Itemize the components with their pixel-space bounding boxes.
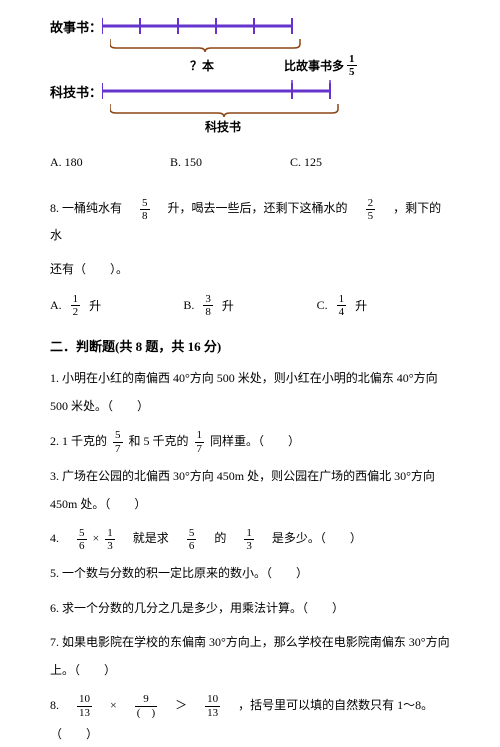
j1-l1: 1. 小明在小红的南偏西 40°方向 500 米处，则小红在小明的北偏东 40°… — [50, 365, 450, 391]
j8: 8. 1013 × 9( ) ＞ 1013 ，括号里可以填的自然数只有 1～8。 — [50, 692, 450, 719]
j4-f4: 13 — [244, 527, 254, 552]
j8-m1: × — [98, 698, 129, 712]
j4-pre: 4. — [50, 531, 71, 545]
j8-l2: （ ） — [50, 721, 450, 747]
q8c-frac: 14 — [337, 293, 347, 318]
q8a-pre: A. — [50, 298, 62, 313]
j4-m1: 就是求 — [121, 531, 181, 545]
q8-opt-c: C. 14 升 — [317, 293, 450, 318]
j1-l2: 500 米处。（ ） — [50, 393, 450, 419]
tech-bottom-label: 科技书 — [205, 118, 450, 135]
j3-l1: 3. 广场在公园的北偏西 30°方向 450m 处，则公园在广场的西偏北 30°… — [50, 463, 450, 489]
j8-f3: 1013 — [205, 693, 220, 718]
j4-times: × — [93, 531, 100, 545]
story-bracket — [110, 39, 340, 53]
j7-l1: 7. 如果电影院在学校的东偏南 30°方向上，那么学校在电影院南偏东 30°方向 — [50, 629, 450, 655]
q8-tb: 升，喝去一些后，还剩下这桶水的 — [168, 201, 348, 215]
j4-f3: 56 — [187, 527, 197, 552]
opt-c: C. 125 — [290, 155, 322, 170]
q8a-post: 升 — [89, 297, 101, 314]
j2: 2. 1 千克的 57 和 5 千克的 17 同样重。（ ） — [50, 428, 450, 455]
diagram-area: 故事书： ？本 比故事书多 1 5 科技书： — [50, 0, 450, 135]
j8-m2: ＞ — [163, 698, 199, 712]
q8-f1: 58 — [140, 197, 150, 222]
j8-f2: 9( ) — [135, 693, 157, 718]
q8a-frac: 12 — [71, 293, 81, 318]
j4-f2: 13 — [105, 527, 115, 552]
j2-mid: 和 5 千克的 — [129, 434, 189, 448]
q8-ta: 8. 一桶纯水有 — [50, 201, 122, 215]
q8b-post: 升 — [222, 297, 234, 314]
story-bar — [102, 15, 332, 37]
q-text: ？本 — [190, 57, 214, 74]
j8-m3: ，括号里可以填的自然数只有 1～8。 — [226, 698, 433, 712]
q8-line1: 8. 一桶纯水有 58 升，喝去一些后，还剩下这桶水的 25 ，剩下的水 — [50, 195, 450, 248]
q8-opts: A. 12 升 B. 38 升 C. 14 升 — [50, 293, 450, 318]
q8b-frac: 38 — [203, 293, 213, 318]
tech-bar — [102, 80, 372, 102]
j2-post: 同样重。（ ） — [210, 434, 300, 448]
q8-opt-a: A. 12 升 — [50, 293, 183, 318]
j4-m2: 的 — [202, 531, 238, 545]
opt-b: B. 150 — [170, 155, 290, 170]
ratio-frac: 1 5 — [347, 53, 357, 78]
q8c-pre: C. — [317, 298, 328, 313]
tech-bracket — [110, 104, 380, 118]
j4: 4. 56 × 13 就是求 56 的 13 是多少。（ ） — [50, 525, 450, 552]
j2-f1: 57 — [113, 429, 123, 454]
q8b-pre: B. — [183, 298, 194, 313]
q8-f2: 25 — [366, 197, 376, 222]
story-label: 故事书： — [50, 17, 102, 36]
j6: 6. 求一个分数的几分之几是多少，用乘法计算。（ ） — [50, 595, 450, 621]
j4-f1: 56 — [77, 527, 87, 552]
j8-f1: 1013 — [77, 693, 92, 718]
j4-post: 是多少。（ ） — [260, 531, 362, 545]
opt-a: A. 180 — [50, 155, 170, 170]
j3-l2: 450m 处。（ ） — [50, 491, 450, 517]
j2-f2: 17 — [195, 429, 205, 454]
ratio-text: 比故事书多 — [284, 57, 344, 74]
tech-label: 科技书： — [50, 82, 102, 101]
j5: 5. 一个数与分数的积一定比原来的数小。（ ） — [50, 560, 450, 586]
j8-pre: 8. — [50, 698, 71, 712]
options-row: A. 180 B. 150 C. 125 — [50, 155, 450, 170]
q8c-post: 升 — [355, 297, 367, 314]
section2-title: 二．判断题(共 8 题，共 16 分) — [50, 336, 450, 355]
ratio-label: 比故事书多 1 5 — [284, 53, 360, 78]
q8-opt-b: B. 38 升 — [183, 293, 316, 318]
j2-pre: 2. 1 千克的 — [50, 434, 107, 448]
j7-l2: 上。（ ） — [50, 657, 450, 683]
q8-line2: 还有（ ）。 — [50, 256, 450, 282]
